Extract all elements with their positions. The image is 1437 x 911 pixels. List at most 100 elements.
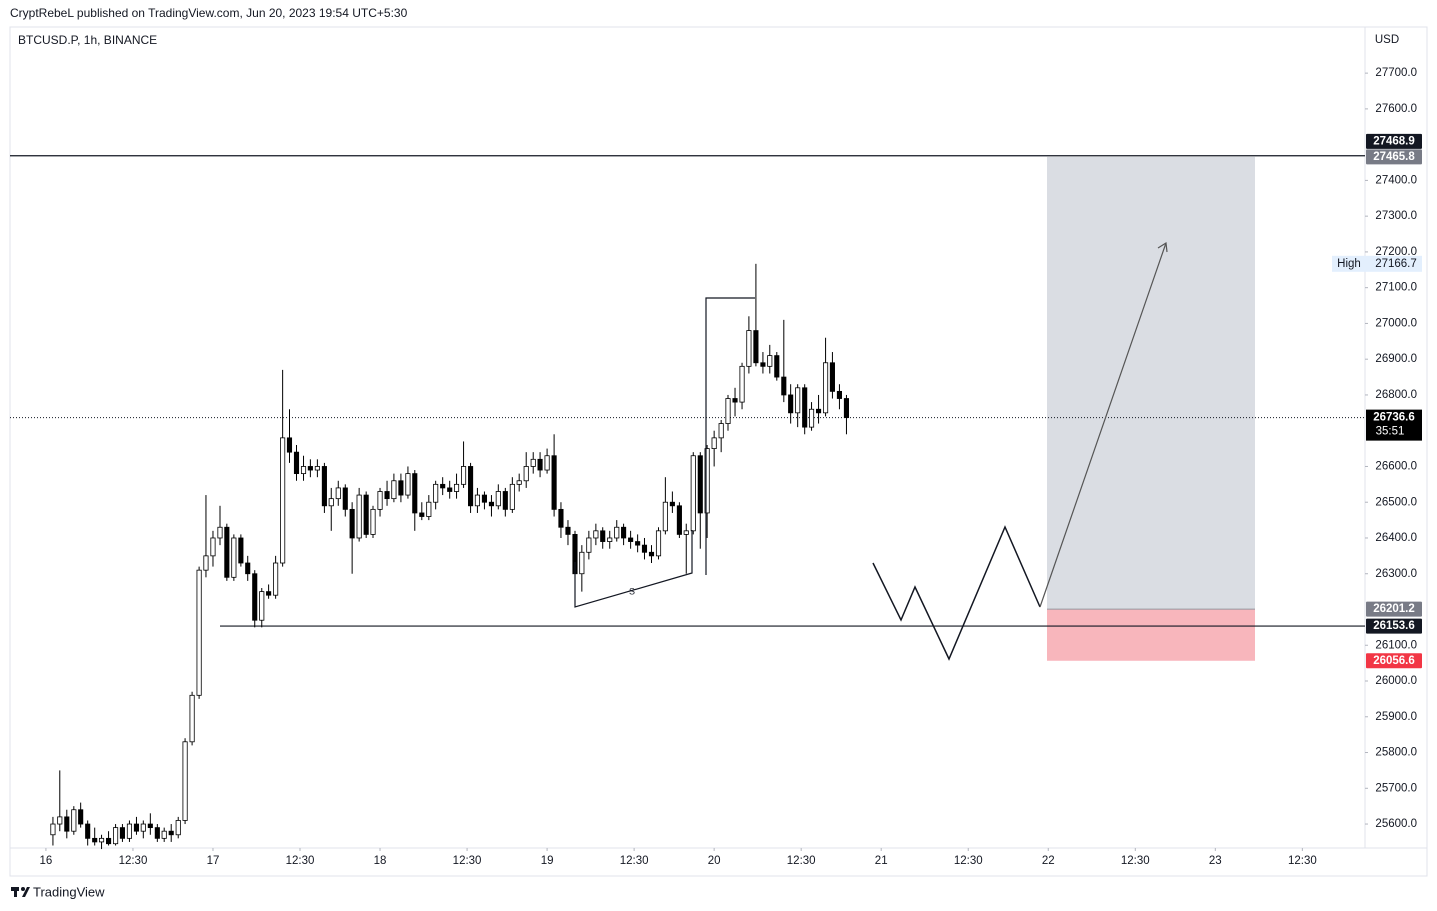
candle-body (259, 591, 265, 621)
y-tick-label: 26400.0 (1375, 532, 1417, 544)
y-tick-label: 26000.0 (1375, 675, 1417, 687)
candle-body (509, 483, 515, 510)
candle-body (71, 809, 77, 832)
candle-body (133, 823, 140, 832)
candle-body (767, 355, 773, 367)
candle-body (78, 809, 84, 825)
candle-body (147, 823, 153, 829)
x-tick-label: 18 (374, 855, 387, 867)
candle-body (238, 537, 244, 564)
candle-body (481, 494, 487, 503)
candle-body (544, 455, 550, 471)
candle-body (286, 437, 293, 453)
x-tick-label: 16 (40, 855, 53, 867)
candle-body (252, 573, 258, 621)
x-tick-label: 21 (875, 855, 888, 867)
candle-body (697, 455, 703, 514)
x-tick-label: 20 (708, 855, 721, 867)
candle-body (530, 458, 536, 467)
candle-body (245, 562, 251, 575)
candle-body (203, 555, 209, 571)
candle-body (161, 830, 167, 839)
price-badge (1366, 133, 1422, 149)
candle-body (795, 387, 801, 414)
candle-body (426, 501, 432, 517)
last-price-label: 26736.6 (1373, 412, 1415, 424)
y-tick-label: 27200.0 (1375, 246, 1417, 258)
candle-body (391, 480, 397, 500)
arrow-head (1157, 241, 1168, 253)
candle-body (168, 830, 174, 836)
candle-body (690, 455, 696, 532)
projection-zigzag (872, 525, 1041, 661)
stop-zone (1047, 609, 1255, 661)
candle-body (781, 376, 787, 396)
y-tick-label: 27100.0 (1375, 282, 1417, 294)
candle-body (335, 487, 341, 500)
candle-body (50, 823, 56, 836)
candle-body (453, 483, 460, 492)
candle-body (641, 544, 648, 553)
candle-body (635, 541, 641, 546)
candle-body (280, 437, 286, 564)
x-tick-label: 12:30 (119, 855, 148, 867)
y-tick-label: 26600.0 (1375, 460, 1417, 472)
candle-body (321, 466, 327, 507)
candle-body (488, 501, 495, 507)
target-zone (1047, 156, 1255, 610)
candle-body (823, 362, 829, 414)
candle-body (98, 837, 105, 843)
countdown-label: 35:51 (1376, 426, 1405, 438)
candle-body (662, 501, 668, 532)
candle-body (196, 569, 202, 696)
price-badge-label: 26056.6 (1373, 655, 1415, 667)
candle-body (676, 505, 682, 535)
y-tick-label: 26800.0 (1375, 389, 1417, 401)
projection-arrow (1039, 242, 1167, 608)
x-tick-label: 17 (207, 855, 220, 867)
candle-body (106, 837, 112, 845)
candle-body (760, 362, 766, 367)
y-tick-label: 27400.0 (1375, 174, 1417, 186)
candle-body (614, 526, 620, 539)
candle-body (273, 562, 279, 596)
header: CryptRebeL published on TradingView.com,… (10, 6, 408, 20)
y-tick-label: 26900.0 (1375, 353, 1417, 365)
candle-body (384, 491, 390, 500)
candle-body (655, 530, 662, 557)
candle-body (440, 483, 446, 489)
candle-body (551, 455, 557, 510)
candle-body (85, 823, 91, 839)
y-tick-label: 26500.0 (1375, 496, 1417, 508)
candle-body (746, 330, 752, 367)
high-badge-value: 27166.7 (1375, 258, 1417, 270)
y-tick-label: 27600.0 (1375, 103, 1417, 115)
y-tick-label: 25600.0 (1375, 818, 1417, 830)
candle-body (628, 537, 634, 542)
candle-body (356, 494, 362, 539)
candle-body (683, 530, 689, 535)
candle-body (370, 508, 376, 535)
price-badge-label: 27465.8 (1373, 151, 1415, 163)
price-badge-label: 26153.6 (1373, 620, 1415, 632)
candle-body (119, 827, 125, 839)
x-tick-label: 12:30 (620, 855, 649, 867)
price-badge-label: 27468.9 (1373, 135, 1415, 147)
candle-body (836, 390, 842, 399)
price-badge-label: 26201.2 (1373, 603, 1415, 615)
candle-body (808, 408, 815, 428)
candle-body (474, 494, 480, 507)
x-tick-label: 22 (1042, 855, 1055, 867)
candle-body (732, 398, 738, 403)
y-tick-label: 25700.0 (1375, 782, 1417, 794)
candle-body (774, 355, 780, 378)
swing-line (574, 530, 693, 608)
candle-body (210, 537, 216, 557)
last-price-badge (1366, 409, 1422, 441)
candle-body (349, 508, 355, 539)
price-badge (1366, 149, 1422, 165)
candle-body (495, 491, 501, 507)
candle-body (753, 330, 759, 364)
candle-body (461, 466, 467, 485)
